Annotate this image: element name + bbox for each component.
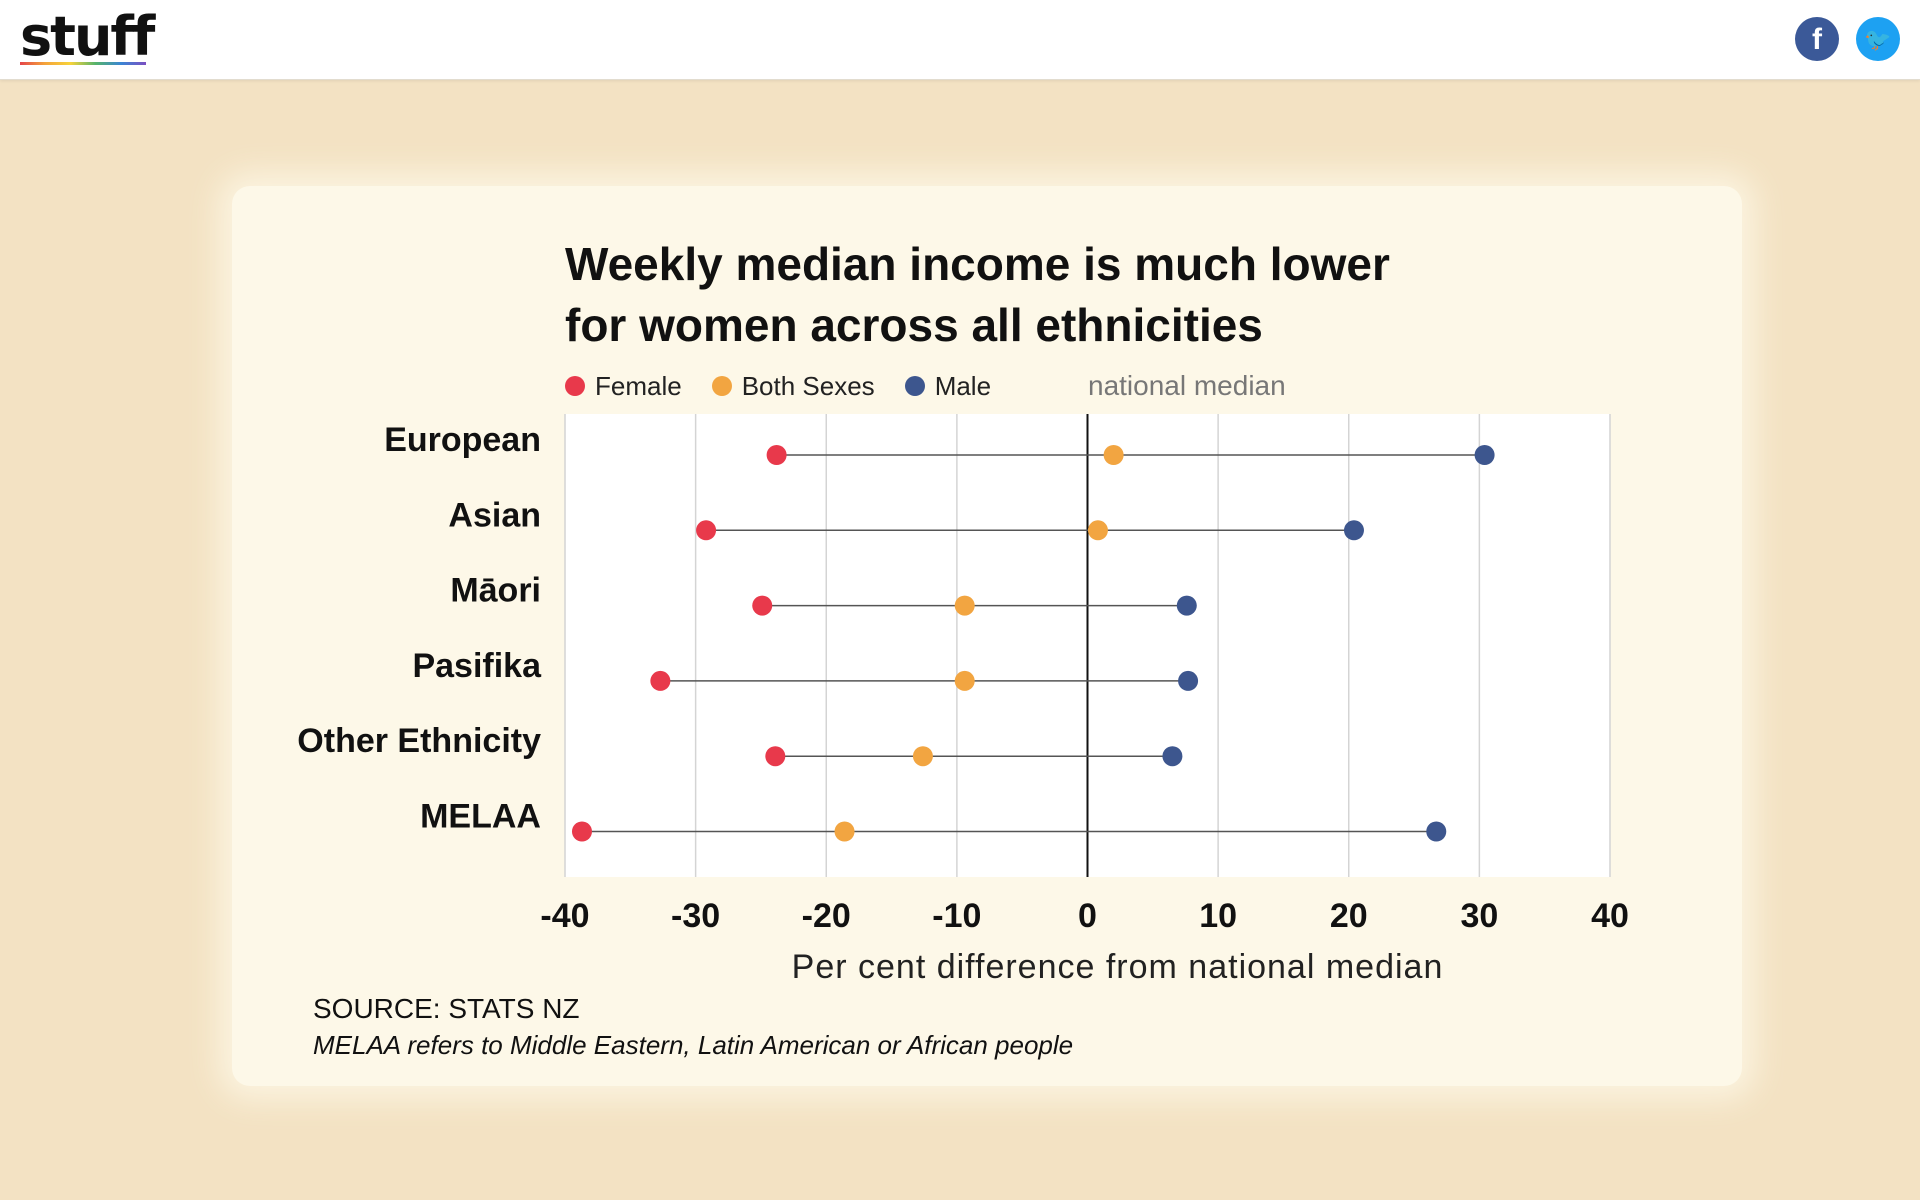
x-tick-label: 40 — [1591, 897, 1629, 935]
legend-label-both-sexes: Both Sexes — [741, 370, 875, 401]
x-tick-label: 20 — [1330, 897, 1368, 935]
category-label: Māori — [450, 572, 541, 610]
data-point-female — [765, 746, 786, 767]
data-point-male — [1474, 445, 1495, 465]
data-point-female — [696, 520, 717, 541]
x-tick-label: 10 — [1199, 897, 1237, 935]
x-axis-label: Per cent difference from national median — [792, 948, 1444, 986]
top-bar: stuff f 🐦 — [0, 0, 1920, 80]
category-label: Other Ethnicity — [297, 722, 541, 760]
legend-dot-male — [904, 376, 925, 396]
data-point-both-sexes — [834, 821, 855, 842]
legend-item-male: Male — [904, 370, 992, 402]
legend-label-male: Male — [934, 370, 992, 401]
twitter-icon[interactable]: 🐦 — [1856, 17, 1900, 61]
legend-item-female: Female — [565, 371, 682, 402]
data-point-both-sexes — [1087, 520, 1108, 541]
x-tick-label: -10 — [932, 897, 981, 935]
chart-title: Weekly median income is much lower for w… — [565, 234, 1465, 356]
data-point-both-sexes — [1103, 445, 1124, 465]
logo-rainbow-underline — [20, 62, 146, 65]
category-label: MELAA — [420, 798, 541, 836]
data-point-female — [766, 445, 787, 465]
data-point-both-sexes — [954, 595, 975, 616]
x-tick-label: 0 — [1078, 897, 1097, 935]
data-point-both-sexes — [912, 746, 933, 767]
x-tick-label: -40 — [540, 897, 589, 935]
data-point-female — [650, 670, 671, 691]
legend-item-both-sexes: Both Sexes — [711, 370, 875, 402]
category-label: Asian — [448, 496, 541, 534]
data-point-male — [1176, 595, 1197, 616]
legend-dot-female — [565, 376, 585, 396]
x-tick-label: 30 — [1460, 897, 1498, 935]
legend-national-median: national median — [1088, 370, 1286, 401]
legend-label-female: Female — [595, 370, 682, 401]
data-point-male — [1426, 821, 1447, 842]
chart-title-line-1: Weekly median income is much lower — [565, 238, 1390, 290]
chart-footnote: MELAA refers to Middle Eastern, Latin Am… — [313, 1030, 1074, 1060]
chart-legend: Female Both Sexes Male — [565, 368, 1021, 404]
data-point-male — [1343, 520, 1364, 541]
legend-dot-both-sexes — [711, 376, 732, 396]
category-label: European — [384, 421, 541, 459]
x-tick-label: -30 — [671, 897, 720, 935]
chart-title-line-2: for women across all ethnicities — [565, 299, 1263, 351]
category-label: Pasifika — [412, 647, 542, 685]
chart-source: SOURCE: STATS NZ — [313, 993, 580, 1024]
data-point-female — [571, 821, 592, 842]
data-point-male — [1162, 746, 1183, 767]
data-point-female — [752, 595, 773, 616]
stuff-logo[interactable]: stuff — [20, 5, 155, 68]
x-tick-label: -20 — [802, 897, 851, 935]
data-point-male — [1178, 670, 1199, 691]
data-point-both-sexes — [954, 670, 975, 691]
facebook-icon[interactable]: f — [1795, 17, 1839, 61]
